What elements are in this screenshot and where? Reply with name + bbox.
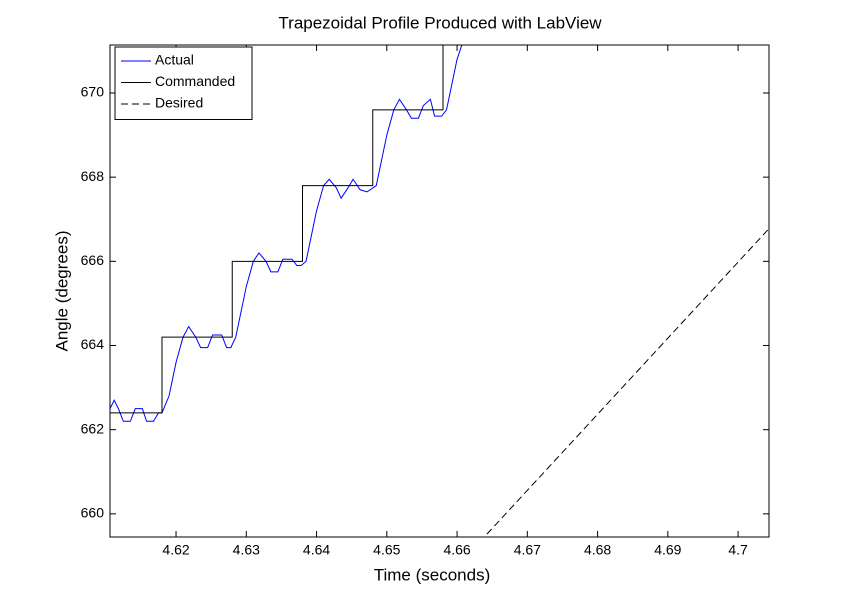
series-line — [110, 45, 444, 414]
chart-title: Trapezoidal Profile Produced with LabVie… — [278, 13, 602, 32]
y-tick-label: 668 — [81, 168, 105, 184]
legend-label: Desired — [155, 95, 203, 111]
y-tick-label: 664 — [81, 336, 105, 352]
x-tick-label: 4.68 — [584, 542, 611, 558]
x-tick-label: 4.62 — [162, 542, 189, 558]
x-axis-label: Time (seconds) — [374, 565, 491, 584]
x-tick-label: 4.64 — [303, 542, 330, 558]
x-tick-label: 4.69 — [654, 542, 681, 558]
legend-label: Actual — [155, 52, 194, 68]
series-line — [483, 227, 769, 537]
y-tick-label: 662 — [81, 420, 105, 436]
y-tick-label: 660 — [81, 505, 105, 521]
y-tick-label: 666 — [81, 252, 105, 268]
axes-box — [109, 44, 770, 538]
series-line — [110, 45, 463, 422]
y-axis-label: Angle (degrees) — [52, 231, 71, 352]
x-tick-label: 4.67 — [514, 542, 541, 558]
x-tick-label: 4.65 — [373, 542, 400, 558]
x-tick-label: 4.66 — [443, 542, 470, 558]
legend-label: Commanded — [155, 73, 235, 89]
y-tick-label: 670 — [81, 84, 105, 100]
x-tick-label: 4.7 — [728, 542, 748, 558]
plot-area — [110, 45, 769, 537]
x-tick-label: 4.63 — [233, 542, 260, 558]
legend-box — [114, 46, 253, 120]
